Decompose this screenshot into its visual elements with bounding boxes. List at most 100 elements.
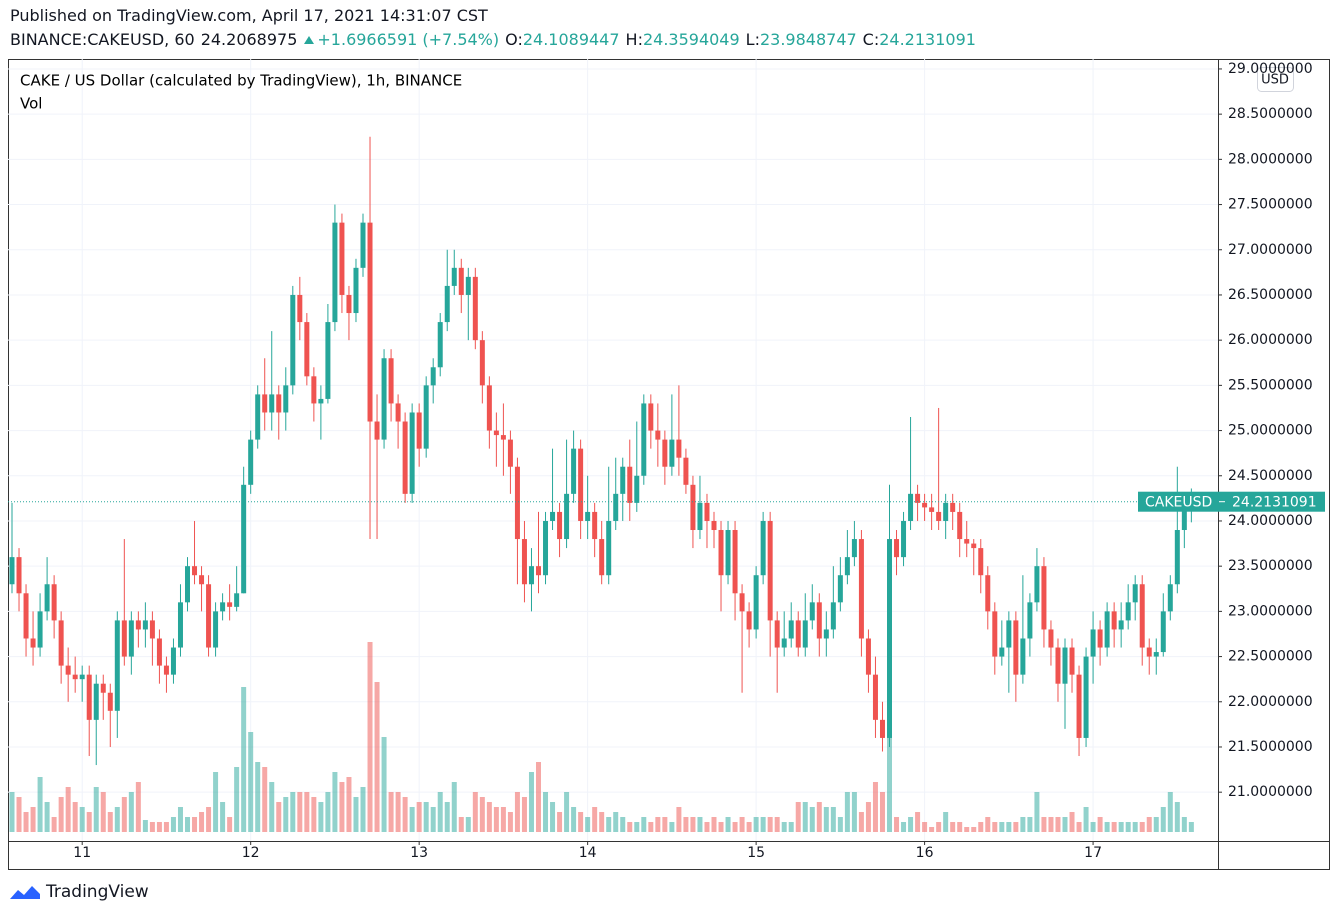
- volume-bar: [992, 822, 998, 832]
- volume-bar: [353, 797, 359, 832]
- candle-body: [500, 435, 506, 440]
- last-price: 24.2068975: [200, 30, 298, 49]
- volume-bar: [1090, 822, 1096, 832]
- price-tag: CAKEUSD 24.2131091: [8, 491, 1325, 512]
- footer: TradingView: [8, 882, 149, 902]
- volume-bar: [395, 792, 401, 832]
- x-tick-label: 12: [242, 845, 260, 861]
- candle-body: [416, 412, 422, 449]
- volume-bar: [44, 802, 50, 832]
- candle-body: [325, 322, 331, 399]
- candle-body: [107, 692, 113, 711]
- candle-body: [451, 267, 457, 286]
- volume-bar: [648, 822, 654, 832]
- candle-body: [669, 439, 675, 467]
- candle-body: [858, 539, 864, 639]
- candle-body: [557, 511, 563, 540]
- volume-bar: [65, 787, 71, 832]
- candle-body: [1048, 629, 1054, 648]
- volume-bar: [156, 822, 162, 832]
- volume-bar: [423, 802, 429, 832]
- candle-body: [213, 611, 219, 648]
- candle-body: [206, 584, 212, 648]
- candle-body: [872, 674, 878, 720]
- candle-body: [816, 602, 822, 639]
- candle-body: [37, 611, 43, 648]
- volume-bar: [1048, 817, 1054, 832]
- volume-bar: [578, 812, 584, 832]
- volume-bar: [1097, 817, 1103, 832]
- volume-bar: [1055, 817, 1061, 832]
- volume-bar: [58, 797, 64, 832]
- candle-body: [802, 620, 808, 648]
- volume-bar: [93, 787, 99, 832]
- o-label: O:: [505, 30, 523, 49]
- candle-body: [507, 439, 513, 467]
- volume-bar: [304, 792, 310, 832]
- volume-bar: [367, 642, 373, 832]
- volume-bar: [269, 782, 275, 832]
- candle-body: [1146, 647, 1152, 657]
- candle-body: [760, 520, 766, 576]
- volume-bar: [571, 807, 577, 832]
- candle-body: [402, 421, 408, 494]
- quote-line: BINANCE:CAKEUSD, 60 24.2068975 +1.696659…: [10, 30, 976, 49]
- candle-body: [1034, 566, 1040, 603]
- volume-bar: [1069, 812, 1075, 832]
- volume-bar: [276, 802, 282, 832]
- candle-body: [255, 394, 261, 440]
- candle-body: [16, 557, 22, 594]
- candle-body: [641, 403, 647, 476]
- volume-bar: [858, 812, 864, 832]
- volume-bar: [739, 817, 745, 832]
- candle-body: [346, 294, 352, 314]
- volume-bar: [142, 820, 148, 832]
- volume-bar: [985, 817, 991, 832]
- y-tick-label: 24.0000000: [1228, 513, 1313, 529]
- volume-bar: [297, 792, 303, 832]
- volume-bar: [346, 777, 352, 832]
- open-value: 24.1089447: [522, 30, 620, 49]
- candle-body: [718, 530, 724, 576]
- candle-body: [634, 475, 640, 503]
- candle-body: [908, 493, 914, 521]
- currency-button[interactable]: [1257, 67, 1294, 92]
- volume-bar: [23, 812, 29, 832]
- y-tick-label: 21.5000000: [1228, 739, 1313, 755]
- currency-button-label[interactable]: USD: [1261, 73, 1289, 88]
- volume-bar: [213, 772, 219, 832]
- volume-bar: [451, 782, 457, 832]
- volume-bar: [830, 807, 836, 832]
- volume-bar: [922, 822, 928, 832]
- candle-body: [121, 620, 127, 657]
- candle-body: [655, 430, 661, 440]
- volume-bar: [1167, 792, 1173, 832]
- candle-body: [30, 638, 36, 648]
- candle-body: [23, 593, 29, 639]
- volume-bar: [746, 822, 752, 832]
- volume-bar: [837, 817, 843, 832]
- close-value: 24.2131091: [879, 30, 976, 49]
- candle-body: [332, 222, 338, 323]
- change-value: +1.6966591 (+7.54%): [317, 30, 500, 49]
- candle-body: [1174, 530, 1180, 585]
- candle-body: [381, 358, 387, 440]
- candle-body: [1153, 652, 1159, 657]
- volume-bar: [620, 817, 626, 832]
- volume-bar: [220, 802, 226, 832]
- candle-body: [1132, 584, 1138, 603]
- candle-body: [276, 394, 282, 413]
- candle-body: [114, 620, 120, 711]
- candle-body: [943, 502, 949, 521]
- volume-bar: [872, 782, 878, 832]
- volume-bar: [1160, 807, 1166, 832]
- volume-bar: [950, 822, 956, 832]
- candle-body: [585, 511, 591, 521]
- y-tick-label: 23.5000000: [1228, 558, 1313, 574]
- volume-bar: [206, 807, 212, 832]
- candle-body: [992, 611, 998, 657]
- candle-body: [290, 294, 296, 386]
- candle-body: [922, 502, 928, 508]
- candle-body: [894, 539, 900, 558]
- y-tick-label: 27.0000000: [1228, 242, 1313, 258]
